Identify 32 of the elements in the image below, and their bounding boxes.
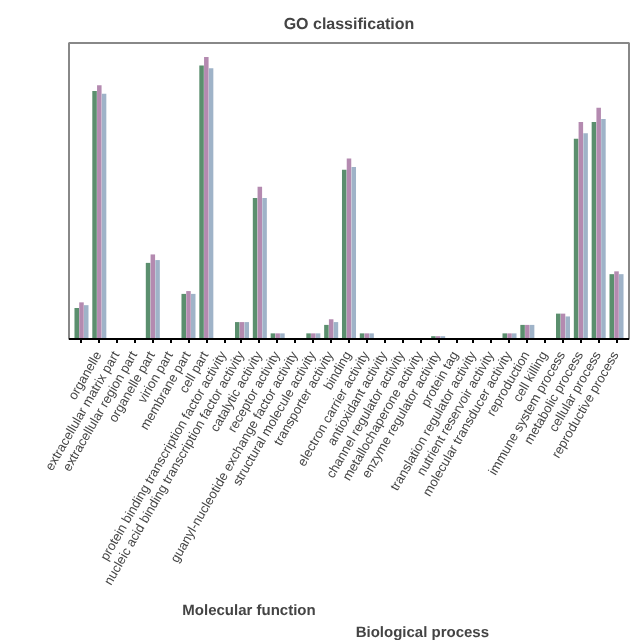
bar bbox=[520, 324, 525, 339]
bar bbox=[306, 333, 311, 339]
bar bbox=[280, 333, 285, 339]
bar bbox=[369, 333, 374, 339]
bar bbox=[79, 302, 84, 339]
bar bbox=[155, 260, 160, 339]
chart-title: GO classification bbox=[283, 15, 415, 33]
bar bbox=[601, 119, 606, 339]
bar bbox=[244, 322, 250, 339]
bar bbox=[204, 57, 209, 339]
bar bbox=[525, 324, 530, 339]
bar bbox=[502, 333, 508, 339]
bar bbox=[97, 85, 102, 339]
bar bbox=[186, 291, 191, 339]
bar bbox=[199, 65, 204, 339]
bar bbox=[181, 293, 186, 339]
bar bbox=[583, 133, 588, 339]
bar bbox=[507, 333, 512, 339]
bar bbox=[190, 293, 196, 339]
bar bbox=[341, 169, 347, 339]
bar bbox=[74, 307, 79, 339]
bar bbox=[311, 333, 316, 339]
bar bbox=[596, 107, 601, 339]
bar bbox=[351, 167, 357, 339]
bar bbox=[275, 333, 280, 339]
bar bbox=[262, 198, 267, 339]
bar bbox=[512, 333, 517, 339]
bar bbox=[556, 313, 561, 339]
bar bbox=[614, 271, 619, 339]
bar bbox=[92, 90, 97, 339]
bar bbox=[324, 324, 329, 339]
bar bbox=[619, 274, 624, 339]
